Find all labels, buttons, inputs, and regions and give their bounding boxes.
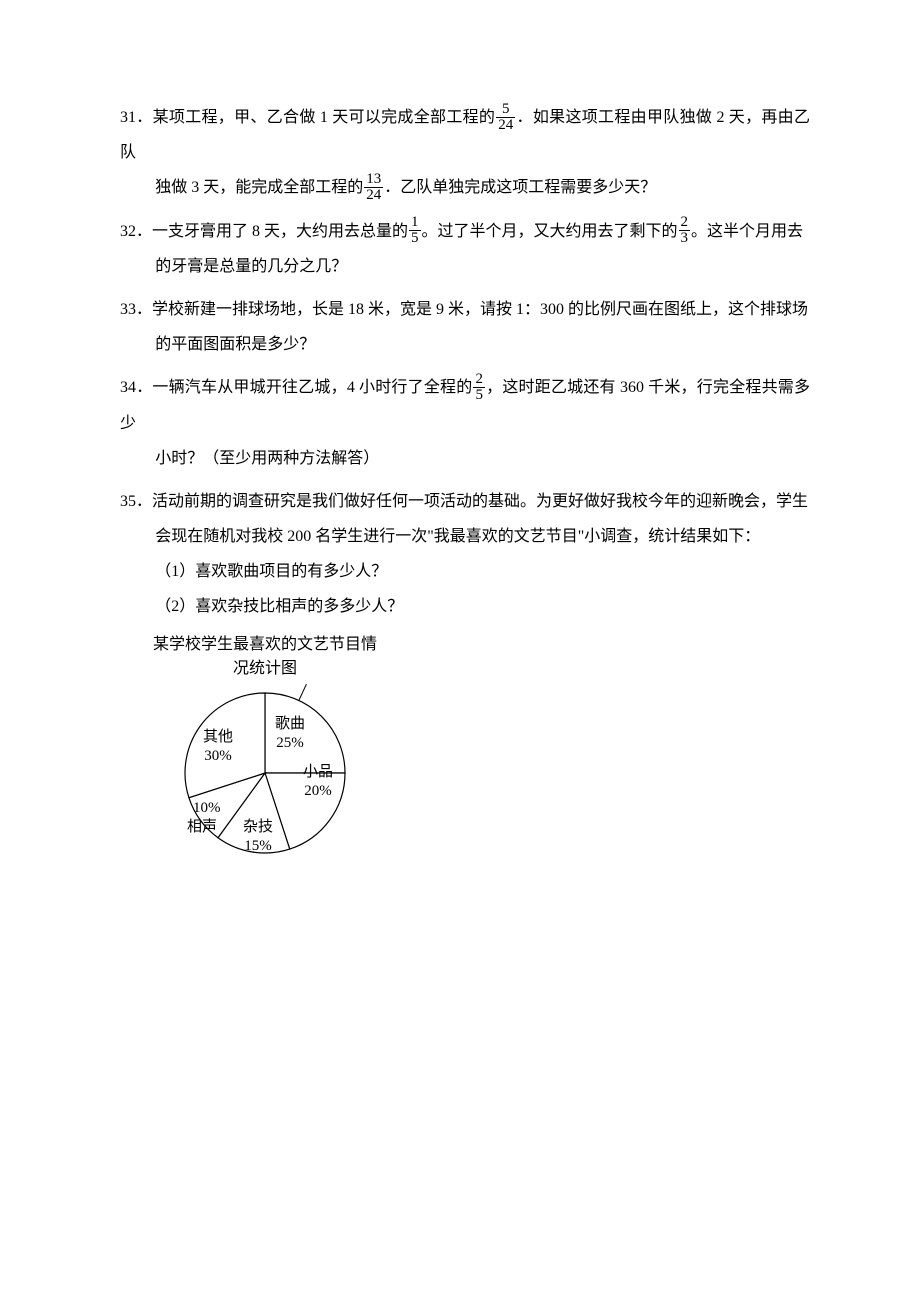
fraction: 23 — [679, 215, 691, 246]
pie-chart: 歌曲 25% 小品 20% 杂技 15% 10% 相声 其他 30% — [175, 683, 355, 863]
question-33: 33．学校新建一排球场地，长是 18 米，宽是 9 米，请按 1：300 的比例… — [120, 292, 810, 362]
q35-sub2: （2）喜欢杂技比相声的多多少人？ — [120, 589, 810, 624]
q32-line2: 的牙膏是总量的几分之几？ — [120, 249, 810, 284]
label-acro: 杂技 15% — [243, 818, 273, 857]
question-32: 32．一支牙膏用了 8 天，大约用去总量的15。过了半个月，又大约用去了剩下的2… — [120, 214, 810, 284]
q31-line2: 独做 3 天，能完成全部工程的1324．乙队单独完成这项工程需要多少天？ — [120, 170, 810, 205]
q35-line2: 会现在随机对我校 200 名学生进行一次"我最喜欢的文艺节目"小调查，统计结果如… — [120, 519, 810, 554]
q31-text-c: 独做 3 天，能完成全部工程的 — [155, 179, 363, 196]
q35-line1: 35．活动前期的调查研究是我们做好任何一项活动的基础。为更好做好我校今年的迎新晚… — [120, 484, 810, 519]
question-35: 35．活动前期的调查研究是我们做好任何一项活动的基础。为更好做好我校今年的迎新晚… — [120, 484, 810, 625]
label-other: 其他 30% — [203, 728, 233, 767]
q31-text-d: ．乙队单独完成这项工程需要多少天？ — [384, 179, 656, 196]
q33-line1: 33．学校新建一排球场地，长是 18 米，宽是 9 米，请按 1：300 的比例… — [120, 292, 810, 327]
q33-line2: 的平面图面积是多少？ — [120, 327, 810, 362]
q32-text-c: 。这半个月用去 — [691, 223, 803, 240]
label-cross-value: 10% — [193, 799, 221, 819]
label-song: 歌曲 25% — [275, 715, 305, 754]
leader-line — [299, 684, 307, 700]
q32-text-d: 的牙膏是总量的几分之几？ — [155, 258, 347, 275]
fraction: 15 — [409, 215, 421, 246]
fraction: 1324 — [364, 172, 383, 203]
q32-text-a: 32．一支牙膏用了 8 天，大约用去总量的 — [120, 223, 408, 240]
q35-sub1: （1）喜欢歌曲项目的有多少人？ — [120, 554, 810, 589]
q32-text-b: 。过了半个月，又大约用去了剩下的 — [422, 223, 678, 240]
question-31: 31．某项工程，甲、乙合做 1 天可以完成全部工程的524．如果这项工程由甲队独… — [120, 100, 810, 206]
question-34: 34．一辆汽车从甲城开往乙城，4 小时行了全程的25，这时距乙城还有 360 千… — [120, 370, 810, 476]
q34-text-a: 34．一辆汽车从甲城开往乙城，4 小时行了全程的 — [120, 379, 472, 396]
chart-title: 某学校学生最喜欢的文艺节目情 况统计图 — [150, 633, 380, 681]
fraction: 524 — [496, 102, 515, 133]
q31-text-a: 31．某项工程，甲、乙合做 1 天可以完成全部工程的 — [120, 109, 495, 126]
fraction: 25 — [473, 372, 485, 403]
label-sketch: 小品 20% — [303, 763, 333, 802]
pie-chart-section: 某学校学生最喜欢的文艺节目情 况统计图 歌曲 25% 小品 20% 杂技 15%… — [150, 633, 810, 863]
label-cross-name: 相声 — [187, 818, 217, 838]
q34-line2: 小时？（至少用两种方法解答） — [120, 441, 810, 476]
